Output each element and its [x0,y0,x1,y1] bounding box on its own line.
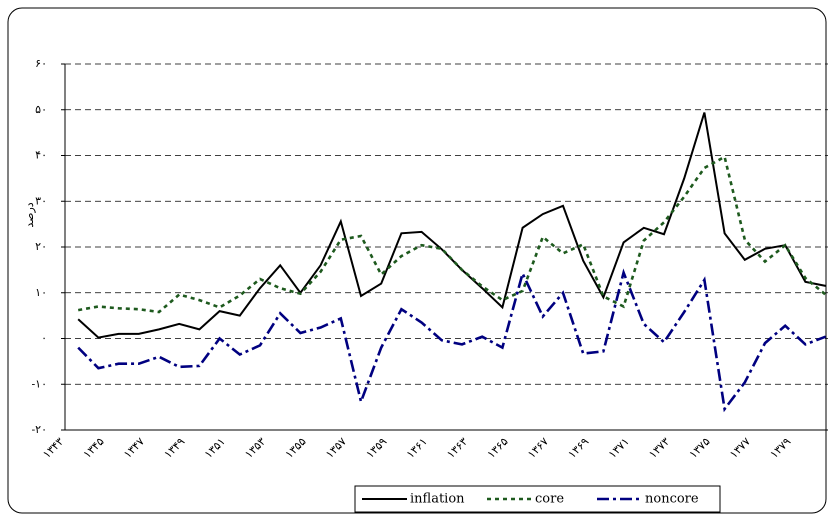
series-line [77,154,827,314]
x-tick-label: ۱۳۵۳ [242,435,268,461]
y-tick-label: ۰ [41,332,47,345]
x-tick-label: ۱۳۷۳ [646,435,672,461]
x-tick-label: ۱۳۴۷ [121,435,147,461]
y-tick-label: ۱۰ [35,286,47,299]
x-tick-label: ۱۳۷۵ [687,435,713,461]
y-tick-label: ۲۰ [35,240,47,253]
x-tick-label: ۱۳۵۷ [323,435,349,461]
y-tick-label: -۱۰ [31,377,47,390]
x-tick-label: ۱۳۵۱ [202,435,228,461]
x-tick-label: ۱۳۴۳ [40,435,66,461]
x-tick-label: ۱۳۶۹ [566,435,592,461]
y-tick-label: ۳۰ [35,194,47,207]
y-tick-label: ۵۰ [35,103,47,116]
x-tick-label: ۱۳۶۷ [525,435,551,461]
y-tick-label: ۶۰ [35,57,47,70]
x-tick-label: ۱۳۷۱ [606,435,632,461]
legend-label: inflation [410,492,465,507]
legend-box [354,485,721,513]
x-tick-label: ۱۳۶۱ [404,435,430,461]
y-axis-label: درصد [23,202,36,227]
legend-label: noncore [645,492,699,507]
x-tick-label: ۱۳۷۷ [727,435,753,461]
x-tick-label: ۱۳۶۳ [444,435,470,461]
chart-border [7,7,827,514]
series-line [77,112,826,339]
series-line [77,268,827,413]
x-tick-label: ۱۳۶۵ [485,435,511,461]
legend-label: core [535,492,564,507]
x-tick-label: ۱۳۵۹ [364,435,390,461]
x-tick-label: ۱۳۵۵ [283,435,309,461]
x-tick-label: ۱۳۷۹ [768,435,794,461]
y-tick-label: ۴۰ [35,149,47,162]
y-tick-label: -۲۰ [31,423,47,436]
x-tick-label: ۱۳۴۹ [162,435,188,461]
x-tick-label: ۱۳۴۵ [81,435,107,461]
